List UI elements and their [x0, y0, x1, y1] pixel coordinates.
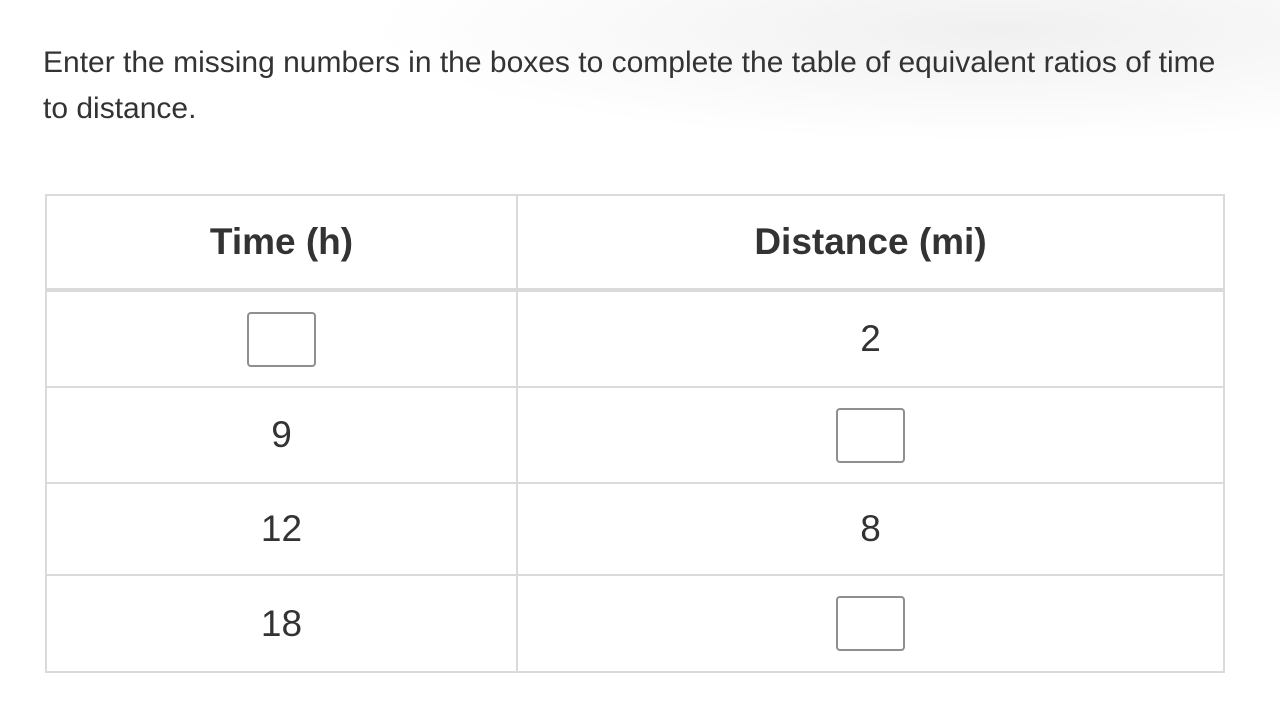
table-header-row: Time (h) Distance (mi) [45, 194, 1225, 292]
table-row: 12 8 [45, 482, 1225, 576]
distance-cell [516, 574, 1225, 673]
header-time: Time (h) [45, 194, 518, 292]
header-distance: Distance (mi) [516, 194, 1225, 292]
time-cell: 12 [45, 482, 518, 576]
distance-input-row-4[interactable] [836, 596, 905, 651]
distance-input-row-2[interactable] [836, 407, 905, 463]
distance-cell [516, 386, 1225, 484]
time-cell [45, 289, 518, 388]
ratio-table: Time (h) Distance (mi) 2 9 12 8 18 [45, 194, 1225, 673]
table-row: 9 [45, 386, 1225, 484]
time-cell: 9 [45, 386, 518, 484]
table-row: 18 [45, 574, 1225, 673]
time-input-row-1[interactable] [247, 311, 316, 367]
distance-cell: 8 [516, 482, 1225, 576]
table-row: 2 [45, 289, 1225, 388]
question-prompt: Enter the missing numbers in the boxes t… [43, 46, 1216, 125]
time-cell: 18 [45, 574, 518, 673]
distance-cell: 2 [516, 289, 1225, 388]
